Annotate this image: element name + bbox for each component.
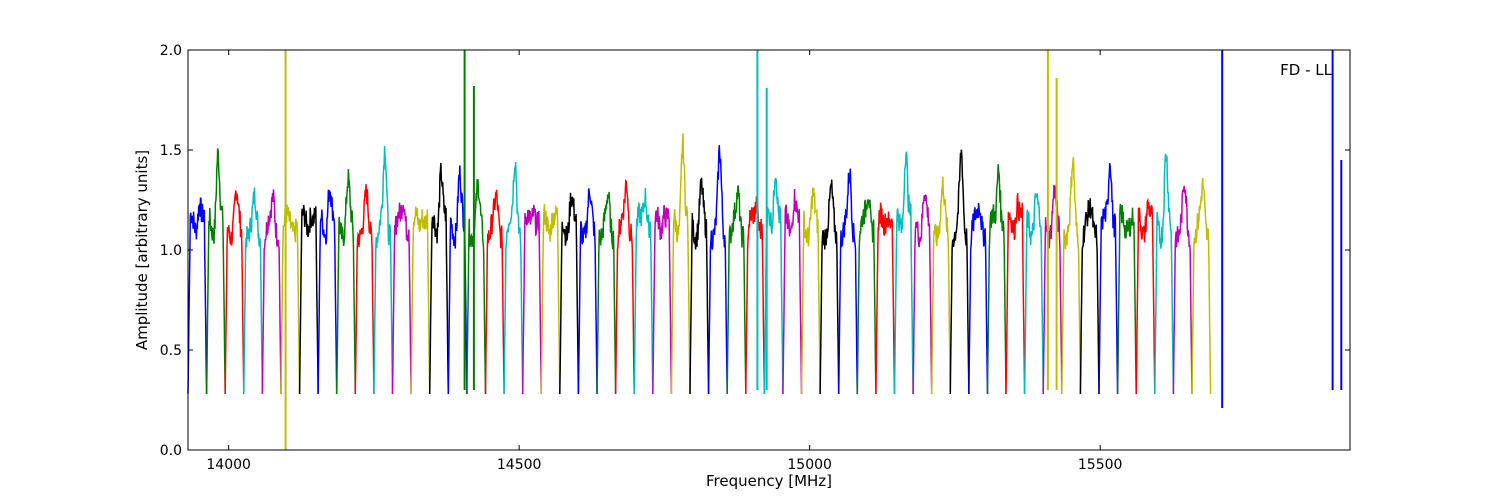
spectral-window-line: [503, 161, 524, 395]
spectral-window-line: [540, 204, 561, 395]
spectral-window-line: [968, 202, 989, 395]
spectral-window-line: [893, 151, 914, 395]
y-tick-label: 1.5: [160, 143, 182, 159]
spectral-window-line: [354, 184, 375, 395]
spectral-window-line: [317, 189, 338, 395]
y-axis-ticks: 0.0 0.5 1.0 1.5 2.0: [160, 43, 1350, 459]
spectral-window-line: [428, 162, 450, 395]
panel-annotation: FD - LL: [1280, 61, 1332, 79]
spectral-window-line: [949, 149, 970, 395]
spectral-window-line: [1135, 197, 1156, 395]
spectral-window-line: [1154, 153, 1175, 395]
spectral-window-line: [1098, 162, 1119, 395]
spectral-window-line: [782, 188, 803, 395]
spectral-window-line: [335, 169, 357, 395]
spectral-window-line: [559, 192, 580, 395]
x-tick-label: 14000: [206, 457, 251, 473]
spectral-window-line: [689, 177, 710, 395]
x-axis-label: Frequency [MHz]: [706, 472, 832, 490]
spectral-window-line: [652, 205, 673, 395]
y-tick-label: 1.0: [160, 243, 182, 259]
spectral-window-line: [707, 145, 728, 395]
x-tick-label: 15000: [787, 457, 832, 473]
spectral-window-line: [1005, 193, 1026, 395]
spectral-window-line: [633, 187, 654, 395]
y-tick-label: 2.0: [160, 43, 182, 59]
x-axis-ticks: 14000 14500 15000 15500: [206, 50, 1122, 473]
spectral-window-line: [856, 199, 877, 395]
spectral-window-line: [800, 187, 821, 395]
spectral-window-line: [391, 202, 412, 395]
spectral-window-line: [670, 133, 691, 395]
spectral-window-line: [410, 206, 431, 395]
spectral-window-line: [224, 190, 245, 395]
spectral-window-line: [484, 189, 505, 395]
x-tick-label: 14500: [497, 457, 542, 473]
spectral-window-line: [577, 188, 598, 395]
spectral-window-line: [1191, 177, 1212, 395]
spectral-window-line: [930, 176, 952, 395]
spectral-window-line: [745, 196, 766, 395]
spectral-window-line: [1079, 198, 1100, 395]
spectral-window-line: [187, 197, 208, 395]
spectral-window-line: [986, 164, 1007, 395]
spectral-window-line: [614, 179, 635, 395]
spectral-window-line: [1172, 185, 1193, 395]
spike-layer: [284, 50, 1343, 450]
spectral-window-line: [1042, 184, 1063, 395]
spectral-window-line: [596, 191, 617, 395]
spectral-window-line: [261, 189, 282, 395]
spectral-window-line: [726, 185, 747, 395]
x-tick-label: 15500: [1078, 457, 1123, 473]
spectral-window-line: [373, 146, 394, 395]
spectral-window-line: [1116, 203, 1137, 395]
spectral-window-line: [205, 148, 226, 395]
spectral-window-line: [466, 178, 487, 395]
y-axis-label: Amplitude [arbitrary units]: [133, 150, 151, 350]
spectral-window-line: [1061, 157, 1082, 395]
spectral-window-line: [875, 202, 896, 395]
spectral-window-line: [243, 187, 264, 395]
spectral-window-line: [912, 194, 933, 395]
spectral-window-line: [280, 204, 301, 395]
spectral-window-line: [298, 204, 319, 395]
spectral-window-line: [819, 179, 840, 395]
y-tick-label: 0.5: [160, 343, 182, 359]
series-layer: [187, 133, 1212, 395]
spectral-window-line: [521, 204, 542, 395]
spectral-window-line: [1023, 193, 1044, 395]
y-tick-label: 0.0: [160, 443, 182, 459]
spectral-window-line: [837, 168, 859, 395]
